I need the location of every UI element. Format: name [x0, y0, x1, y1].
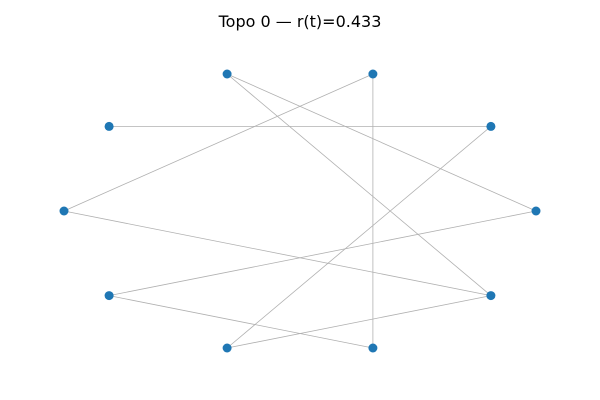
- graph-edge: [227, 295, 491, 349]
- graph-edge: [63, 210, 491, 296]
- graph-node: [59, 206, 69, 216]
- graph-edge: [109, 295, 373, 349]
- graph-node: [486, 291, 496, 301]
- graph-node: [368, 69, 378, 79]
- nodes-layer: [59, 69, 541, 353]
- graph-node: [531, 206, 541, 216]
- graph-edge: [109, 210, 537, 296]
- graph-edge: [226, 73, 537, 212]
- graph-edge: [63, 73, 374, 212]
- graph-edge: [226, 73, 492, 296]
- graph-node: [104, 291, 114, 301]
- graph-node: [486, 121, 496, 131]
- graph-node: [222, 343, 232, 353]
- edges-layer: [63, 73, 537, 349]
- graph-node: [222, 69, 232, 79]
- graph-edge: [226, 126, 492, 349]
- figure-title: Topo 0 — r(t)=0.433: [218, 12, 382, 31]
- graph-node: [104, 121, 114, 131]
- graph-node: [368, 343, 378, 353]
